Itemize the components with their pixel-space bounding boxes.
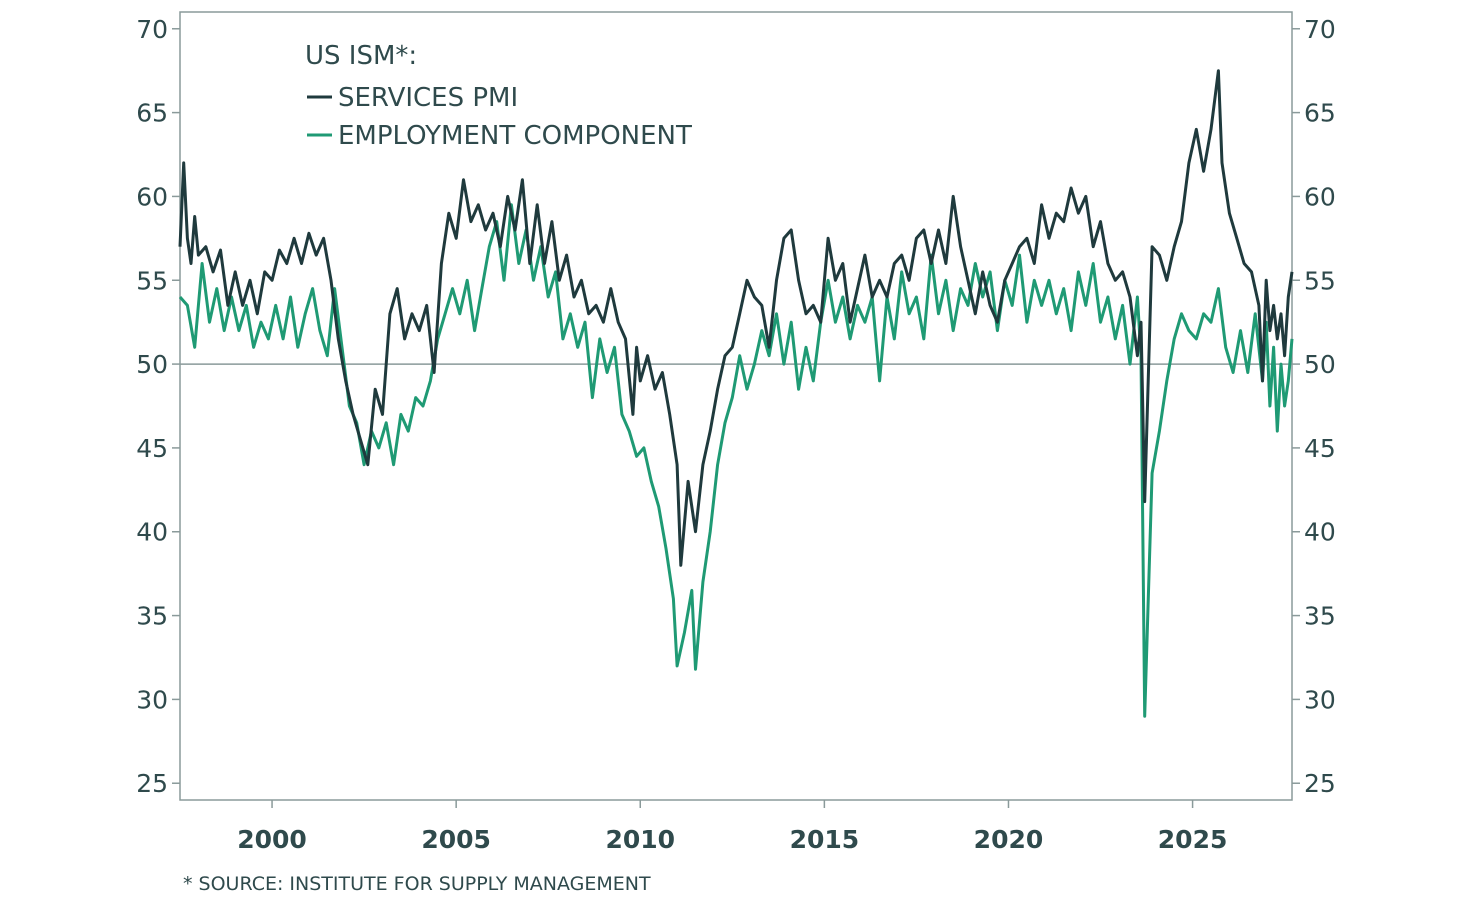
source-note: * SOURCE: INSTITUTE FOR SUPPLY MANAGEMEN… <box>183 873 651 895</box>
legend-label-employment: EMPLOYMENT COMPONENT <box>338 121 692 151</box>
x-tick-label: 2010 <box>605 825 675 854</box>
y-tick-label-right: 50 <box>1304 350 1336 379</box>
y-tick-label-left: 35 <box>136 602 168 631</box>
x-tick-label: 2020 <box>974 825 1044 854</box>
series-line-services-pmi <box>178 69 1294 567</box>
legend-label-services: SERVICES PMI <box>338 83 518 113</box>
y-tick-label-left: 70 <box>136 15 168 44</box>
y-tick-label-right: 65 <box>1304 99 1336 128</box>
y-tick-label-right: 70 <box>1304 15 1336 44</box>
y-tick-label-right: 45 <box>1304 434 1336 463</box>
x-tick-label: 2025 <box>1158 825 1228 854</box>
y-tick-label-right: 55 <box>1304 266 1336 295</box>
y-tick-label-right: 25 <box>1304 769 1336 798</box>
x-tick-label: 2005 <box>421 825 491 854</box>
legend-title: US ISM*: <box>305 41 417 71</box>
series-layer <box>178 69 1294 718</box>
y-tick-label-left: 45 <box>136 434 168 463</box>
y-axis-right: 25 30 35 40 45 50 55 60 65 70 <box>1292 15 1336 798</box>
x-tick-label: 2015 <box>790 825 860 854</box>
y-tick-label-right: 60 <box>1304 182 1336 211</box>
x-tick-label: 2000 <box>237 825 307 854</box>
y-tick-label-left: 50 <box>136 350 168 379</box>
y-axis-left: 25 30 35 40 45 50 55 60 65 70 <box>136 15 180 798</box>
y-tick-label-left: 65 <box>136 99 168 128</box>
y-tick-label-left: 30 <box>136 685 168 714</box>
y-tick-label-left: 40 <box>136 518 168 547</box>
y-tick-label-left: 55 <box>136 266 168 295</box>
y-tick-label-right: 40 <box>1304 518 1336 547</box>
series-line-employment-component <box>178 203 1294 718</box>
y-tick-label-left: 25 <box>136 769 168 798</box>
plot-frame <box>179 11 1293 801</box>
y-tick-label-right: 30 <box>1304 685 1336 714</box>
y-tick-label-right: 35 <box>1304 602 1336 631</box>
legend: US ISM*: SERVICES PMI EMPLOYMENT COMPONE… <box>305 41 692 151</box>
x-axis: 2000 2005 2010 2015 2020 2025 <box>237 800 1227 854</box>
y-tick-label-left: 60 <box>136 182 168 211</box>
